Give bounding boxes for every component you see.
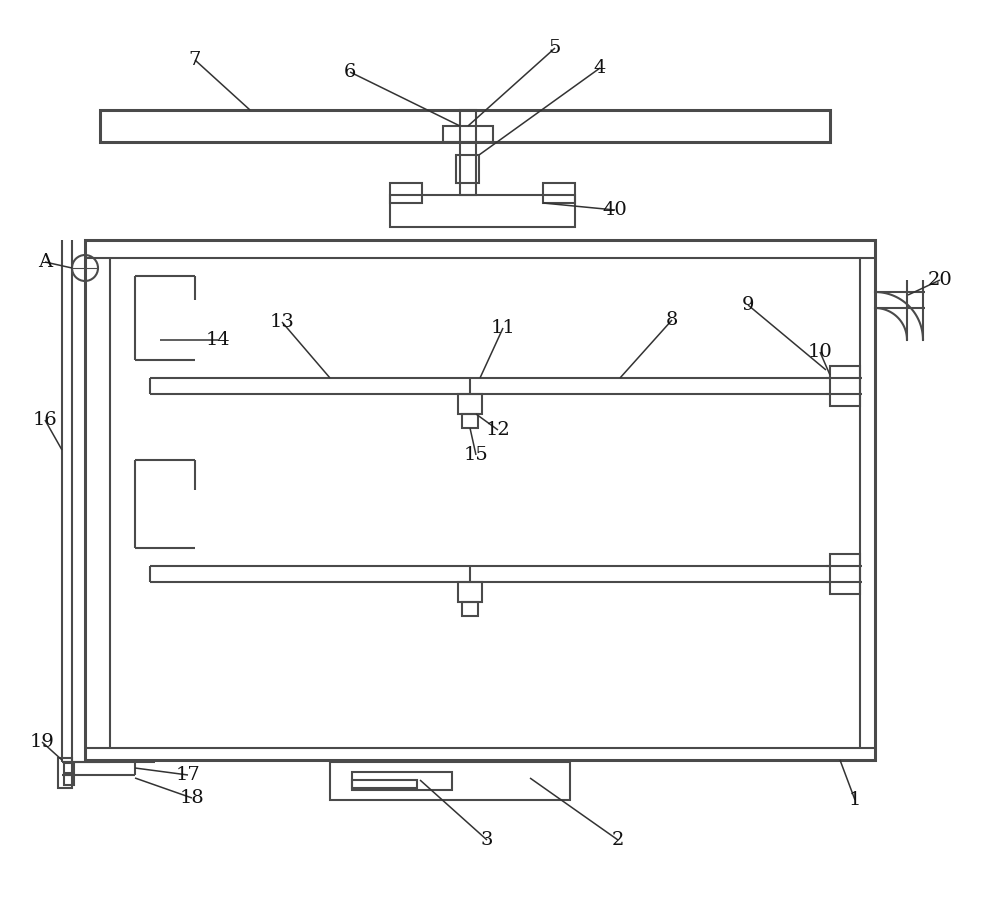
Bar [100, 110, 830, 142]
Text: 10: 10 [808, 343, 832, 361]
Text: 3: 3 [481, 831, 493, 849]
Text: 12: 12 [486, 421, 510, 439]
Text: 7: 7 [189, 51, 201, 69]
Text: 13: 13 [270, 313, 294, 331]
Bar [458, 394, 482, 414]
Text: 16: 16 [33, 411, 57, 429]
Bar [543, 183, 575, 203]
Text: 6: 6 [344, 63, 356, 81]
Text: 1: 1 [849, 791, 861, 809]
Text: 11: 11 [491, 319, 515, 337]
Bar [352, 772, 452, 790]
Text: 2: 2 [612, 831, 624, 849]
Text: 15: 15 [464, 446, 488, 464]
Bar [462, 602, 478, 616]
Text: 4: 4 [594, 59, 606, 77]
Bar [64, 775, 74, 785]
Bar [830, 366, 860, 406]
Bar [443, 126, 493, 142]
Text: 5: 5 [549, 39, 561, 57]
Bar [456, 155, 479, 183]
Text: A: A [38, 253, 52, 271]
Text: 18: 18 [180, 789, 204, 807]
Bar [64, 763, 74, 773]
Bar [390, 183, 422, 203]
Bar [458, 582, 482, 602]
Bar [390, 195, 575, 227]
Bar [460, 110, 476, 195]
Text: 19: 19 [30, 733, 54, 751]
Text: 20: 20 [928, 271, 952, 289]
Text: 40: 40 [603, 201, 627, 219]
Bar [352, 780, 417, 788]
Bar [830, 554, 860, 594]
Bar [58, 758, 72, 788]
Text: 9: 9 [742, 296, 754, 314]
Text: 8: 8 [666, 311, 678, 329]
Bar [85, 240, 875, 760]
Text: 17: 17 [176, 766, 200, 784]
Bar [462, 414, 478, 428]
Bar [330, 762, 570, 800]
Text: 14: 14 [206, 331, 230, 349]
